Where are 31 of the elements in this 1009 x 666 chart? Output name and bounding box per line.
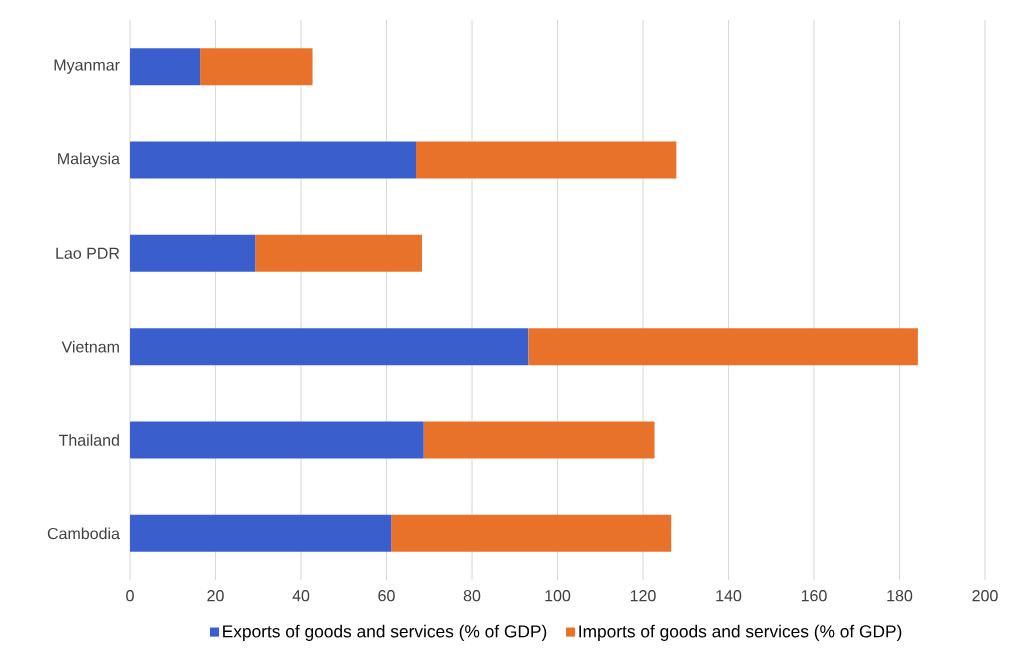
- x-tick-label: 60: [378, 590, 395, 602]
- x-tick-label: 120: [630, 590, 656, 602]
- y-tick-label: Cambodia: [47, 527, 120, 540]
- bar: [130, 514, 392, 552]
- bar: [130, 421, 424, 459]
- legend-label: Imports of goods and services (% of GDP): [579, 624, 902, 641]
- x-tick-label: 200: [972, 590, 998, 602]
- y-tick-label: Myanmar: [54, 59, 120, 74]
- bar: [130, 141, 417, 179]
- x-tick-label: 20: [207, 590, 224, 602]
- bar: [255, 234, 422, 272]
- x-tick-label: 160: [801, 590, 827, 602]
- x-tick-label: 80: [463, 590, 481, 602]
- bar: [391, 514, 672, 552]
- x-tick-label: 40: [292, 590, 310, 602]
- bar: [528, 328, 918, 366]
- bar: [130, 328, 529, 366]
- y-tick-label: Thailand: [58, 434, 119, 446]
- y-tick-label: Malaysia: [58, 152, 120, 168]
- bar: [423, 421, 655, 459]
- bar: [416, 141, 677, 179]
- bar: [130, 234, 256, 272]
- x-tick-label: 180: [887, 590, 913, 602]
- x-tick-label: 0: [126, 590, 134, 602]
- x-tick-label: 140: [716, 590, 742, 602]
- y-tick-label: Vietnam: [61, 340, 119, 353]
- bar: [200, 48, 313, 86]
- y-tick-label: Lao PDR: [56, 247, 120, 259]
- x-tick-label: 100: [545, 590, 571, 602]
- legend-label: Exports of goods and services (% of GDP): [223, 624, 547, 641]
- bar: [130, 48, 201, 86]
